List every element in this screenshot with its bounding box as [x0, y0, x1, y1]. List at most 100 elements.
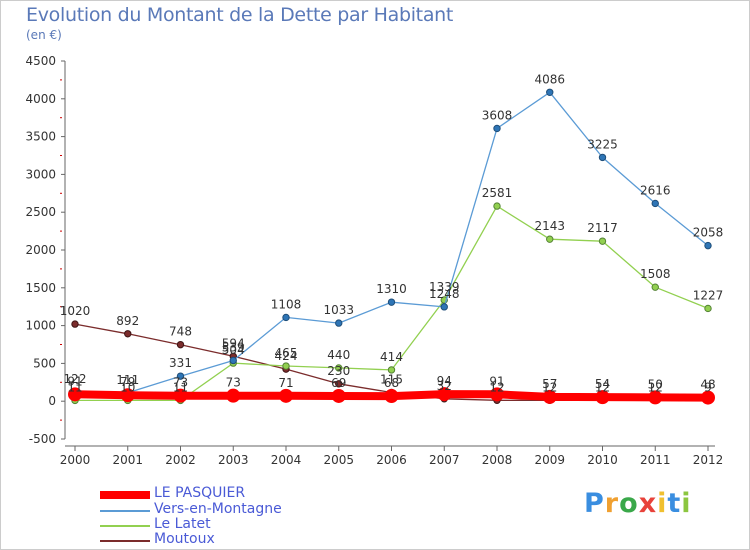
data-point-moutoux [335, 380, 343, 388]
data-point-vers-en-montagne [440, 303, 448, 311]
data-label-vers-en-montagne: 539 [222, 340, 245, 354]
data-point-moutoux [176, 340, 185, 349]
x-tick-label: 2003 [218, 453, 249, 467]
data-label-moutoux: 12 [542, 380, 557, 394]
data-point-vers-en-montagne [282, 313, 290, 322]
data-labels: 1020 892 748 594 424 230 115 32 12 12 12 12 9 11 10 11 5… [60, 72, 724, 394]
data-point-le-pasquier [595, 390, 610, 405]
logo-letter: t [667, 488, 682, 519]
data-label-vers-en-montagne: 4086 [534, 72, 565, 86]
data-point-le-pasquier [279, 388, 293, 403]
data-label-moutoux: 115 [380, 373, 403, 387]
data-point-le-latet [493, 202, 501, 210]
y-tick-label: 1000 [25, 319, 56, 333]
data-point-vers-en-montagne [387, 298, 396, 306]
data-label-le-pasquier: 50 [648, 377, 663, 391]
data-label-moutoux: 424 [275, 349, 298, 363]
data-point-vers-en-montagne [176, 372, 185, 380]
data-point-vers-en-montagne [335, 319, 343, 327]
legend-swatch-vers-en-montagne [100, 510, 150, 512]
x-tick-label: 2007 [429, 453, 460, 467]
data-label-le-pasquier: 73 [173, 376, 188, 390]
data-label-le-latet: 2581 [482, 186, 513, 200]
y-tick-label: 4000 [25, 92, 56, 106]
data-label-le-pasquier: 71 [278, 376, 293, 390]
data-label-le-latet: 440 [327, 348, 350, 362]
x-tick-label: 2000 [60, 453, 91, 467]
data-label-vers-en-montagne: 1310 [376, 282, 407, 296]
legend-label-le-pasquier: LE PASQUIER [154, 485, 246, 501]
y-tick-label: 1500 [25, 281, 56, 295]
data-point-moutoux [124, 330, 132, 338]
x-tick-label: 2002 [165, 453, 196, 467]
data-point-le-latet [651, 283, 659, 291]
data-label-vers-en-montagne: 331 [169, 356, 192, 370]
data-label-le-pasquier: 94 [437, 374, 452, 388]
data-point-le-pasquier [226, 388, 241, 403]
data-label-le-pasquier: 57 [542, 377, 557, 391]
x-tick-label: 2005 [323, 453, 354, 467]
logo-letter: P [584, 488, 605, 519]
data-label-vers-en-montagne: 1248 [429, 287, 460, 301]
logo-letter: x [638, 488, 658, 519]
x-tick-label: 2009 [534, 453, 565, 467]
data-label-vers-en-montagne: 122 [64, 372, 87, 386]
data-label-le-pasquier: 68 [384, 376, 399, 390]
data-point-le-latet [704, 304, 712, 313]
y-tick-label: 3000 [25, 167, 56, 181]
data-label-moutoux: 32 [437, 379, 452, 393]
logo-letter: o [619, 488, 639, 519]
chart-title: Evolution du Montant de la Dette par Hab… [26, 4, 454, 26]
data-label-le-pasquier: 91 [67, 374, 82, 388]
data-label-vers-en-montagne: 3225 [587, 137, 618, 151]
data-label-moutoux: 12 [595, 380, 610, 394]
data-point-le-pasquier [490, 387, 504, 402]
data-label-le-pasquier: 73 [226, 376, 241, 390]
y-tick-label: 3500 [25, 130, 56, 144]
legend-label-le-latet: Le Latet [154, 516, 211, 532]
data-label-vers-en-montagne: 1033 [323, 303, 354, 317]
legend-swatch-moutoux [100, 540, 150, 542]
data-point-vers-en-montagne [598, 153, 607, 162]
data-label-le-latet: 1339 [429, 280, 460, 294]
data-point-le-pasquier [542, 389, 557, 404]
data-point-vers-en-montagne [493, 124, 501, 133]
y-tick-label: 0 [48, 394, 56, 408]
data-label-le-latet: 465 [275, 346, 298, 360]
legend-swatch-le-latet [100, 525, 150, 527]
data-label-le-pasquier: 91 [489, 374, 504, 388]
data-label-le-latet: 10 [120, 380, 135, 394]
data-point-vers-en-montagne [229, 356, 237, 365]
proxiti-logo: Proxiti [584, 488, 692, 519]
x-tick-label: 2001 [112, 453, 143, 467]
y-tick-label: 2500 [25, 205, 56, 219]
data-point-le-pasquier [120, 388, 135, 403]
data-label-vers-en-montagne: 2616 [640, 183, 671, 197]
data-point-le-latet [387, 366, 396, 374]
data-label-moutoux: 9 [704, 381, 712, 395]
data-point-moutoux [71, 320, 79, 328]
data-point-vers-en-montagne [651, 199, 659, 208]
data-point-le-pasquier [331, 388, 346, 403]
data-point-le-pasquier [648, 390, 663, 405]
data-label-le-pasquier: 48 [700, 378, 715, 392]
logo-letter: i [657, 488, 668, 519]
data-label-vers-en-montagne: 3608 [482, 108, 513, 122]
data-label-le-latet: 11 [173, 380, 188, 394]
data-point-le-pasquier [437, 387, 452, 402]
data-point-le-pasquier [173, 388, 188, 403]
data-label-le-latet: 2143 [534, 219, 565, 233]
legend-label-vers-en-montagne: Vers-en-Montagne [154, 501, 282, 517]
data-label-moutoux: 230 [327, 364, 350, 378]
data-point-le-pasquier [68, 387, 82, 402]
y-tick-label: -500 [29, 432, 56, 446]
data-label-vers-en-montagne: 1108 [271, 297, 302, 311]
data-label-le-latet: 414 [380, 350, 403, 364]
data-label-moutoux: 892 [116, 314, 139, 328]
data-label-moutoux: 748 [169, 325, 192, 339]
data-label-vers-en-montagne: 111 [116, 373, 139, 387]
legend-label-moutoux: Moutoux [154, 531, 215, 547]
data-label-le-latet: 504 [222, 343, 245, 357]
data-label-le-latet: 1227 [693, 288, 724, 302]
